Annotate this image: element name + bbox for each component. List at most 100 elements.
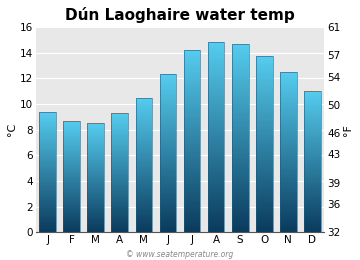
Bar xyxy=(208,195,225,196)
Bar xyxy=(256,147,273,148)
Bar xyxy=(256,101,273,102)
Bar xyxy=(256,129,273,130)
Bar xyxy=(87,179,104,180)
Bar xyxy=(159,101,176,102)
Bar xyxy=(184,200,201,202)
Bar xyxy=(112,179,128,180)
Bar xyxy=(112,135,128,136)
Bar xyxy=(135,217,152,218)
Bar xyxy=(135,206,152,207)
Bar xyxy=(280,154,297,155)
Bar xyxy=(232,102,248,103)
Bar xyxy=(87,138,104,139)
Bar xyxy=(39,121,56,122)
Bar xyxy=(184,171,201,172)
Bar xyxy=(39,154,56,155)
Bar xyxy=(256,89,273,90)
Bar xyxy=(256,95,273,96)
Bar xyxy=(63,157,80,158)
Bar xyxy=(304,160,321,161)
Bar xyxy=(184,161,201,162)
Bar xyxy=(184,122,201,123)
Bar xyxy=(63,175,80,176)
Bar xyxy=(232,209,248,210)
Bar xyxy=(184,126,201,127)
Bar xyxy=(256,206,273,207)
Bar xyxy=(184,168,201,170)
Bar xyxy=(232,176,248,177)
Bar xyxy=(280,224,297,225)
Bar xyxy=(208,96,225,98)
Bar xyxy=(256,141,273,142)
Bar xyxy=(208,72,225,73)
Bar xyxy=(159,206,176,207)
Bar xyxy=(135,173,152,174)
Bar xyxy=(280,148,297,149)
Bar xyxy=(87,155,104,156)
Bar xyxy=(159,202,176,203)
Bar xyxy=(135,140,152,141)
Bar xyxy=(232,49,248,50)
Bar xyxy=(280,111,297,112)
Bar xyxy=(39,200,56,201)
Bar xyxy=(63,176,80,177)
Bar xyxy=(304,224,321,225)
Bar xyxy=(87,218,104,219)
Bar xyxy=(159,170,176,171)
Bar xyxy=(87,149,104,150)
Bar xyxy=(63,222,80,223)
Bar xyxy=(112,195,128,196)
Bar xyxy=(208,176,225,177)
Bar xyxy=(256,195,273,196)
Bar xyxy=(63,185,80,186)
Bar xyxy=(135,166,152,167)
Bar xyxy=(112,166,128,167)
Bar xyxy=(159,184,176,185)
Bar xyxy=(39,224,56,225)
Bar xyxy=(256,179,273,180)
Bar xyxy=(208,54,225,55)
Bar xyxy=(208,167,225,168)
Bar xyxy=(184,148,201,149)
Bar xyxy=(280,155,297,156)
Bar xyxy=(159,159,176,160)
Bar xyxy=(280,85,297,86)
Bar xyxy=(232,58,248,59)
Bar xyxy=(184,174,201,175)
Bar xyxy=(112,192,128,193)
Bar xyxy=(256,77,273,79)
Bar xyxy=(280,118,297,119)
Bar xyxy=(280,228,297,229)
Bar xyxy=(280,74,297,75)
Bar xyxy=(280,185,297,186)
Bar xyxy=(208,209,225,210)
Bar xyxy=(280,114,297,115)
Bar xyxy=(232,67,248,68)
Bar xyxy=(280,145,297,146)
Bar xyxy=(208,113,225,114)
Bar xyxy=(232,120,248,121)
Bar xyxy=(304,153,321,154)
Bar xyxy=(232,169,248,170)
Bar xyxy=(63,130,80,131)
Bar xyxy=(208,184,225,185)
Bar xyxy=(159,105,176,106)
Bar xyxy=(135,114,152,115)
Bar xyxy=(256,146,273,147)
Bar xyxy=(280,181,297,182)
Bar xyxy=(232,79,248,80)
Bar xyxy=(112,177,128,178)
Bar xyxy=(135,119,152,120)
Bar xyxy=(159,168,176,169)
Bar xyxy=(135,133,152,134)
Bar xyxy=(208,211,225,212)
Bar xyxy=(159,81,176,82)
Bar xyxy=(280,159,297,160)
Bar xyxy=(39,162,56,163)
Bar xyxy=(135,197,152,198)
Bar xyxy=(159,113,176,114)
Bar xyxy=(304,208,321,209)
Bar xyxy=(159,209,176,210)
Bar xyxy=(304,108,321,109)
Bar xyxy=(39,140,56,141)
